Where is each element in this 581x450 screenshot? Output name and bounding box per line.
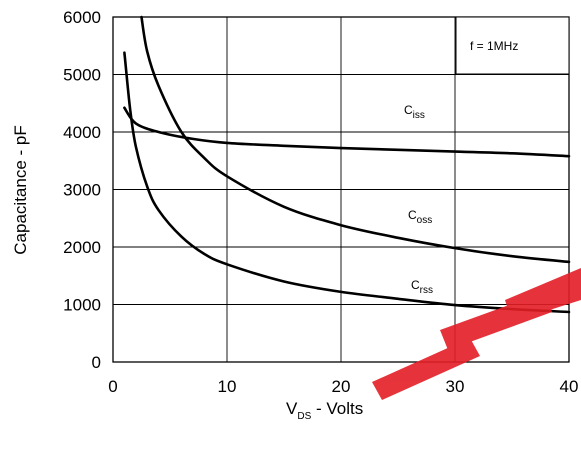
watermark-logo bbox=[372, 268, 581, 400]
series-label-ciss-main: C bbox=[404, 103, 413, 117]
y-tick-label: 2000 bbox=[63, 238, 101, 257]
tick-labels: 0 10 20 30 40 0 1000 2000 3000 4000 5000 6000 bbox=[63, 8, 578, 396]
series-label-crss-main: C bbox=[411, 278, 420, 292]
series-label-crss-sub: rss bbox=[420, 285, 433, 296]
series-label-crss: Crss bbox=[411, 278, 433, 296]
y-tick-label: 6000 bbox=[63, 8, 101, 27]
series-label-ciss: Ciss bbox=[404, 103, 425, 121]
x-axis-label-rest: - Volts bbox=[311, 399, 363, 418]
series-label-ciss-sub: iss bbox=[413, 110, 425, 121]
series-label-coss-sub: oss bbox=[417, 215, 433, 226]
x-tick-label: 0 bbox=[108, 377, 117, 396]
x-tick-label: 40 bbox=[560, 377, 579, 396]
x-tick-label: 20 bbox=[332, 377, 351, 396]
series-label-coss-main: C bbox=[408, 208, 417, 222]
y-tick-label: 3000 bbox=[63, 181, 101, 200]
y-tick-label: 5000 bbox=[63, 66, 101, 85]
series-label-coss: Coss bbox=[408, 208, 432, 226]
x-tick-label: 10 bbox=[218, 377, 237, 396]
annotation-box bbox=[455, 16, 570, 75]
grid bbox=[113, 17, 569, 362]
x-tick-label: 30 bbox=[446, 377, 465, 396]
series-line-crss bbox=[123, 51, 571, 314]
x-axis-label-sub: DS bbox=[297, 411, 311, 422]
frequency-annotation: f = 1MHz bbox=[470, 39, 518, 53]
y-tick-label: 1000 bbox=[63, 296, 101, 315]
y-axis-label: Capacitance - pF bbox=[11, 125, 30, 254]
y-tick-label: 0 bbox=[92, 353, 101, 372]
y-tick-label: 4000 bbox=[63, 123, 101, 142]
plot-frame bbox=[112, 16, 570, 363]
series-line-ciss bbox=[123, 106, 571, 158]
x-axis-label: VDS - Volts bbox=[286, 399, 363, 422]
x-axis-label-main: V bbox=[286, 399, 298, 418]
curves bbox=[123, 15, 571, 314]
series-line-coss bbox=[140, 15, 571, 264]
